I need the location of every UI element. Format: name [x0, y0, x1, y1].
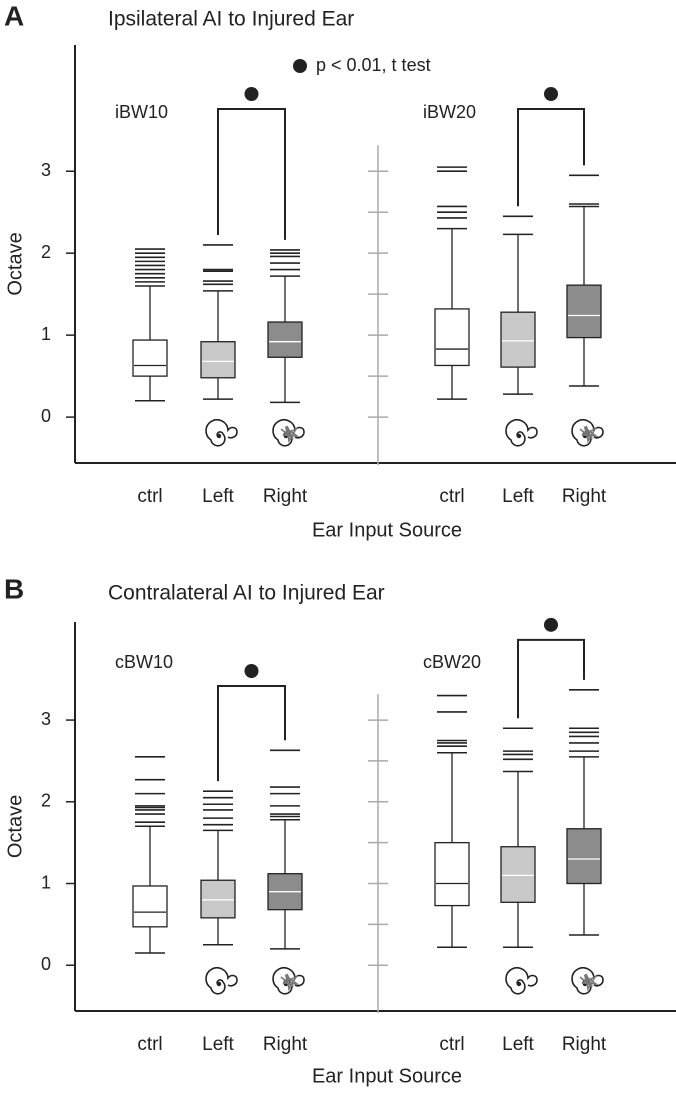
significance-bracket [517, 638, 585, 719]
x-tick-label: ctrl [137, 1034, 162, 1055]
y-tick-label: 1 [41, 324, 51, 344]
x-tick-label: Left [502, 486, 534, 507]
cochlea-damage [579, 973, 599, 992]
chart-title: Contralateral AI to Injured Ear [108, 582, 385, 605]
significance-bracket [217, 685, 286, 782]
group-label: iBW10 [115, 102, 168, 122]
cochlea-icon [205, 967, 238, 995]
box [434, 842, 470, 907]
y-tick-label: 2 [41, 242, 51, 262]
cochlea-dot [516, 981, 522, 987]
box [566, 828, 602, 885]
legend-marker [293, 59, 307, 73]
box [200, 879, 236, 919]
x-tick-label: Right [562, 1034, 607, 1055]
cochlea-icon [505, 419, 538, 447]
y-tick-label: 0 [41, 406, 51, 426]
x-tick-label: Left [202, 486, 234, 507]
cochlea-dot [216, 981, 222, 987]
cochlea-dot [216, 433, 222, 439]
cochlea-damage [579, 425, 599, 444]
cochlea-damage [280, 973, 300, 992]
significance-marker [544, 87, 558, 101]
legend-text: p < 0.01, t test [316, 55, 431, 75]
y-axis-label: Octave [4, 232, 26, 295]
group-label: cBW10 [115, 652, 173, 672]
y-tick-label: 1 [41, 872, 51, 892]
x-tick-label: Right [562, 486, 607, 507]
y-tick-label: 0 [41, 954, 51, 974]
x-axis-label: Ear Input Source [312, 519, 462, 541]
x-tick-label: ctrl [439, 486, 464, 507]
box [500, 846, 536, 903]
box [132, 339, 168, 377]
panel-label: B [4, 573, 24, 604]
cochlea-icon [505, 967, 538, 995]
box [132, 885, 168, 928]
significance-bracket [517, 108, 585, 207]
x-tick-label: Right [263, 1034, 308, 1055]
x-tick-label: Left [502, 1034, 534, 1055]
significance-marker [544, 617, 558, 632]
cochlea-dot [516, 433, 522, 439]
group-label: iBW20 [423, 102, 476, 122]
group-label: cBW20 [423, 652, 481, 672]
y-axis-label: Octave [4, 795, 26, 858]
cochlea-icon [205, 419, 238, 447]
y-tick-label: 3 [41, 160, 51, 180]
cochlea-damage [280, 425, 300, 444]
x-tick-label: ctrl [137, 486, 162, 507]
significance-bracket [217, 108, 286, 240]
x-tick-label: ctrl [439, 1034, 464, 1055]
significance-marker [244, 664, 259, 678]
y-tick-label: 3 [41, 709, 51, 729]
x-tick-label: Right [263, 486, 308, 507]
box [200, 341, 236, 379]
x-axis-label: Ear Input Source [312, 1065, 462, 1087]
significance-marker [244, 87, 259, 101]
box [434, 308, 470, 367]
chart-title: Ipsilateral AI to Injured Ear [108, 8, 354, 31]
box [267, 321, 303, 358]
box [566, 284, 602, 339]
box [500, 311, 536, 368]
x-tick-label: Left [202, 1034, 234, 1055]
y-tick-label: 2 [41, 791, 51, 811]
panel-label: A [4, 0, 24, 31]
